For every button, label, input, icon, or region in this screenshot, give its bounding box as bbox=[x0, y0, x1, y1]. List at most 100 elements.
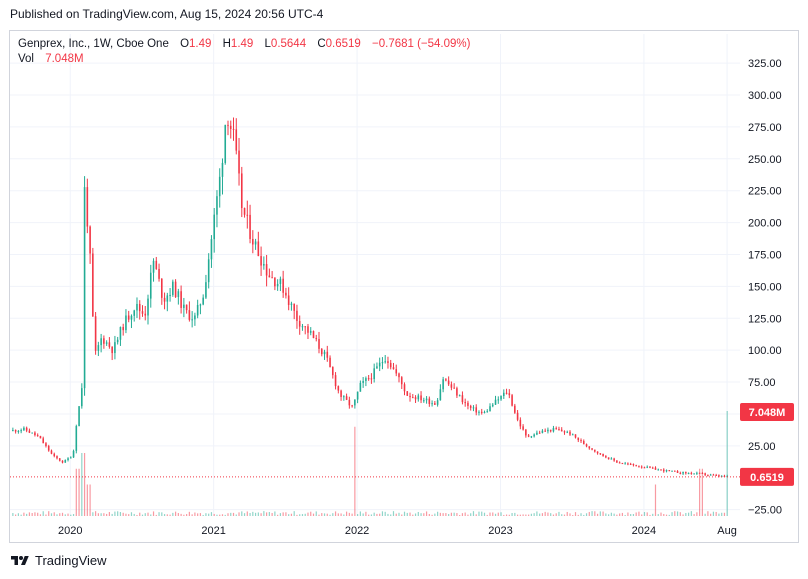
chart-frame[interactable] bbox=[9, 30, 799, 543]
volume-bar bbox=[114, 511, 116, 516]
candle-body bbox=[434, 403, 436, 405]
symbol-label[interactable]: Genprex, Inc., 1W, Cboe One bbox=[18, 38, 169, 50]
volume-bar bbox=[271, 512, 273, 516]
candle-body bbox=[480, 411, 483, 413]
candle-body bbox=[445, 379, 447, 381]
volume-bar bbox=[37, 512, 39, 516]
candle-body bbox=[23, 427, 25, 431]
volume-bar bbox=[144, 513, 146, 516]
volume-bar bbox=[541, 513, 544, 516]
volume-bar bbox=[539, 513, 541, 516]
tradingview-logo-icon[interactable] bbox=[10, 554, 30, 568]
volume-bar bbox=[368, 514, 370, 516]
volume-bar bbox=[357, 514, 359, 516]
candle-body bbox=[436, 400, 439, 405]
candle-body bbox=[268, 275, 271, 278]
candle-body bbox=[425, 398, 428, 401]
volume-bar bbox=[310, 511, 312, 516]
candle-body bbox=[25, 427, 28, 431]
candle-body bbox=[216, 196, 218, 215]
volume-bar bbox=[398, 512, 400, 516]
candle-body bbox=[141, 311, 144, 314]
volume-bar bbox=[652, 513, 654, 516]
last-volume-label: 7.048M bbox=[749, 407, 786, 419]
candle-body bbox=[400, 377, 403, 385]
volume-bar bbox=[254, 512, 257, 516]
volume-bar bbox=[166, 514, 168, 516]
volume-bar bbox=[266, 512, 268, 516]
y-tick-label: 225.00 bbox=[748, 186, 782, 198]
volume-bar bbox=[585, 513, 588, 516]
candle-body bbox=[227, 124, 229, 126]
volume-bar bbox=[613, 513, 615, 516]
candle-body bbox=[464, 402, 466, 404]
tradingview-brand[interactable]: TradingView bbox=[35, 553, 107, 568]
volume-bar bbox=[263, 511, 265, 516]
volume-bar bbox=[108, 512, 111, 516]
volume-row: Vol 7.048M bbox=[18, 52, 470, 67]
volume-bar bbox=[500, 512, 502, 516]
volume-bar bbox=[243, 513, 246, 516]
volume-bar bbox=[20, 514, 22, 516]
volume-bar bbox=[89, 484, 91, 516]
candle-body bbox=[704, 473, 706, 475]
candle-body bbox=[676, 471, 679, 473]
volume-bar bbox=[627, 512, 629, 516]
candle-body bbox=[571, 434, 574, 436]
candle-body bbox=[442, 379, 444, 390]
candle-body bbox=[720, 475, 723, 477]
volume-bar bbox=[596, 513, 599, 516]
candle-body bbox=[155, 260, 158, 269]
volume-bar bbox=[42, 511, 44, 516]
candle-body bbox=[613, 458, 615, 461]
candle-body bbox=[458, 395, 461, 397]
candle-body bbox=[257, 241, 260, 257]
volume-bar bbox=[461, 513, 464, 516]
volume-bar bbox=[221, 514, 224, 516]
x-tick-label: 2022 bbox=[345, 525, 369, 537]
candle-body bbox=[398, 373, 400, 378]
candle-body bbox=[249, 214, 251, 239]
volume-key: Vol bbox=[18, 53, 34, 65]
volume-bar bbox=[210, 512, 213, 516]
candle-body bbox=[718, 475, 720, 477]
volume-bar bbox=[508, 514, 510, 516]
candle-body bbox=[12, 430, 14, 432]
volume-bar bbox=[696, 512, 698, 516]
candle-body bbox=[605, 456, 607, 458]
candle-body bbox=[693, 473, 695, 475]
candle-body bbox=[169, 294, 171, 296]
candle-body bbox=[125, 315, 127, 331]
volume-bar bbox=[307, 512, 309, 516]
y-tick-label: 100.00 bbox=[748, 345, 782, 357]
volume-bar bbox=[417, 511, 419, 516]
candle-body bbox=[42, 438, 45, 444]
volume-bar bbox=[246, 511, 248, 516]
volume-bar bbox=[646, 512, 648, 516]
candle-body bbox=[271, 277, 273, 279]
candle-body bbox=[177, 291, 180, 298]
candle-body bbox=[596, 451, 599, 454]
volume-bar bbox=[442, 513, 444, 516]
x-tick-label: 2024 bbox=[632, 525, 656, 537]
volume-bar bbox=[481, 511, 483, 516]
volume-bar bbox=[721, 512, 723, 516]
candle-body bbox=[293, 303, 295, 311]
volume-bar bbox=[15, 514, 17, 516]
volume-bar bbox=[409, 512, 411, 516]
candle-body bbox=[602, 453, 604, 457]
volume-bar bbox=[530, 513, 532, 516]
volume-bar bbox=[61, 512, 64, 516]
volume-bar bbox=[370, 514, 373, 516]
volume-bar bbox=[45, 514, 47, 516]
candle-body bbox=[665, 470, 668, 472]
candle-body bbox=[668, 470, 671, 472]
footer: TradingView bbox=[10, 553, 107, 568]
volume-bar bbox=[401, 514, 403, 516]
candle-body bbox=[417, 395, 420, 400]
candle-body bbox=[638, 466, 640, 468]
candle-body bbox=[646, 466, 649, 468]
candle-body bbox=[285, 292, 287, 296]
candle-body bbox=[594, 449, 596, 452]
